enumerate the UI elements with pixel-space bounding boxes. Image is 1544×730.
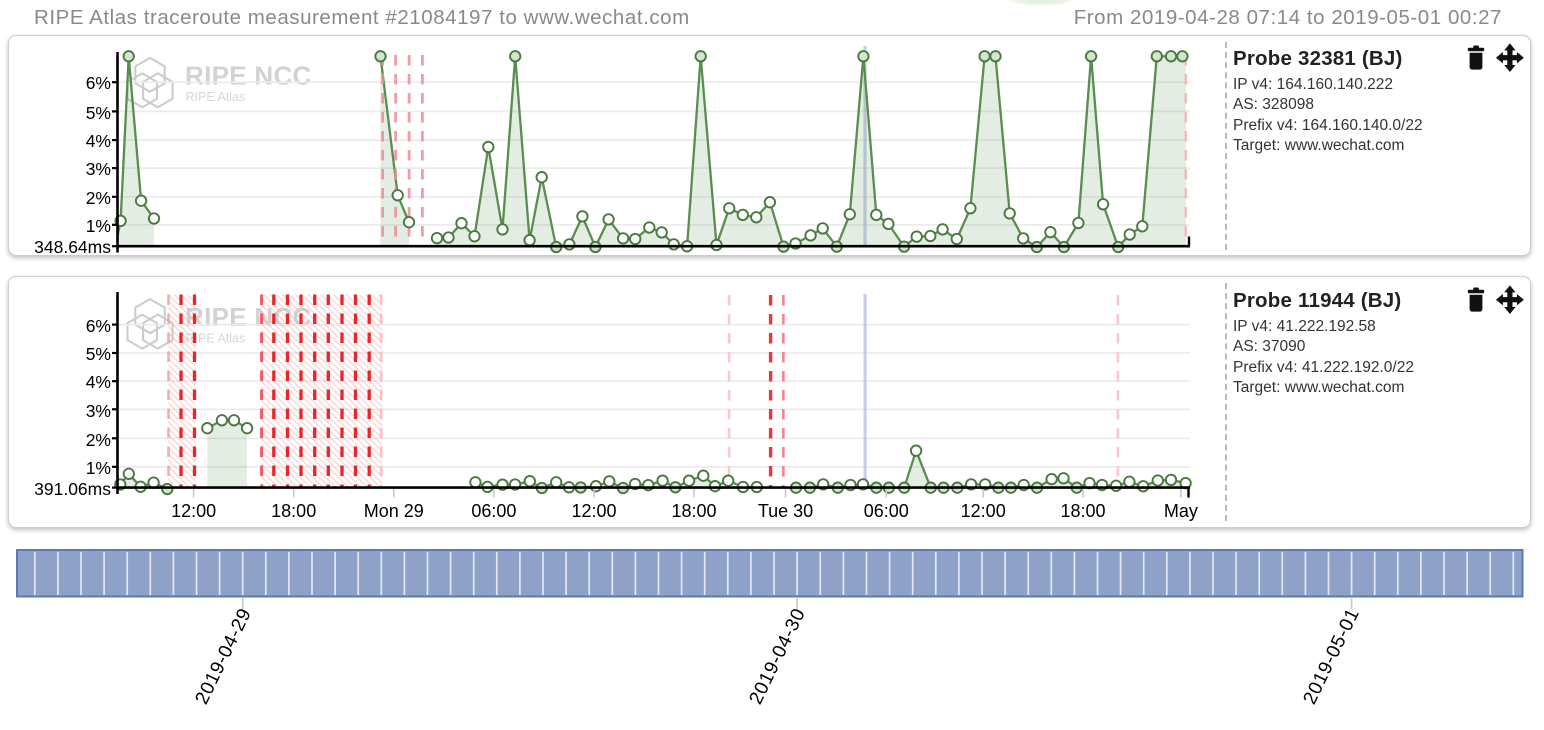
svg-text:RIPE Atlas: RIPE Atlas: [186, 331, 246, 345]
svg-text:RIPE Atlas: RIPE Atlas: [186, 90, 246, 104]
svg-text:RIPE NCC: RIPE NCC: [185, 61, 312, 91]
